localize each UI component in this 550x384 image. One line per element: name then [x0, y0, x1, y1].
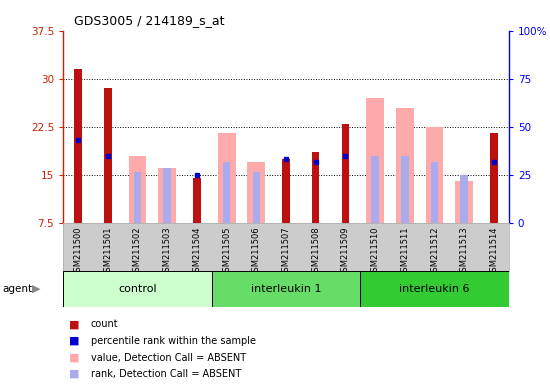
- Bar: [104, 88, 112, 223]
- Bar: [193, 178, 201, 223]
- Text: GSM211504: GSM211504: [192, 227, 201, 277]
- Text: GSM211506: GSM211506: [252, 227, 261, 277]
- Bar: [490, 133, 498, 223]
- Bar: [248, 162, 265, 223]
- Bar: [490, 162, 498, 223]
- Bar: [74, 69, 82, 223]
- Text: ■: ■: [69, 353, 79, 362]
- Bar: [223, 162, 230, 223]
- Bar: [342, 124, 349, 223]
- Text: GSM211501: GSM211501: [103, 227, 112, 277]
- Text: interleukin 6: interleukin 6: [399, 284, 470, 294]
- Bar: [134, 172, 141, 223]
- Bar: [312, 165, 320, 223]
- Bar: [218, 133, 235, 223]
- Bar: [129, 156, 146, 223]
- Bar: [366, 98, 384, 223]
- Text: value, Detection Call = ABSENT: value, Detection Call = ABSENT: [91, 353, 246, 362]
- Text: GSM211510: GSM211510: [371, 227, 380, 277]
- Bar: [63, 271, 212, 307]
- Bar: [282, 165, 290, 223]
- Bar: [426, 127, 443, 223]
- Text: GSM211508: GSM211508: [311, 227, 320, 277]
- Text: GDS3005 / 214189_s_at: GDS3005 / 214189_s_at: [74, 14, 225, 27]
- Text: ■: ■: [69, 319, 79, 329]
- Bar: [431, 162, 438, 223]
- Text: GSM211511: GSM211511: [400, 227, 409, 277]
- Text: GSM211505: GSM211505: [222, 227, 231, 277]
- Bar: [401, 156, 409, 223]
- Text: ■: ■: [69, 336, 79, 346]
- Bar: [455, 181, 473, 223]
- Bar: [282, 159, 290, 223]
- Text: rank, Detection Call = ABSENT: rank, Detection Call = ABSENT: [91, 369, 241, 379]
- Text: ▶: ▶: [32, 284, 40, 294]
- Text: GSM211500: GSM211500: [74, 227, 82, 277]
- Text: ■: ■: [69, 369, 79, 379]
- Text: count: count: [91, 319, 118, 329]
- Bar: [360, 271, 509, 307]
- Bar: [252, 172, 260, 223]
- Text: interleukin 1: interleukin 1: [251, 284, 321, 294]
- Bar: [371, 156, 379, 223]
- Text: GSM211503: GSM211503: [163, 227, 172, 277]
- Bar: [163, 168, 171, 223]
- Text: control: control: [118, 284, 157, 294]
- Text: GSM211512: GSM211512: [430, 227, 439, 277]
- Text: percentile rank within the sample: percentile rank within the sample: [91, 336, 256, 346]
- Text: GSM211502: GSM211502: [133, 227, 142, 277]
- Text: GSM211514: GSM211514: [490, 227, 498, 277]
- Text: GSM211507: GSM211507: [282, 227, 290, 277]
- Bar: [396, 108, 414, 223]
- Text: GSM211513: GSM211513: [460, 227, 469, 277]
- Bar: [158, 168, 176, 223]
- Text: agent: agent: [3, 284, 33, 294]
- Bar: [212, 271, 360, 307]
- Text: GSM211509: GSM211509: [341, 227, 350, 277]
- Bar: [460, 175, 468, 223]
- Bar: [312, 152, 320, 223]
